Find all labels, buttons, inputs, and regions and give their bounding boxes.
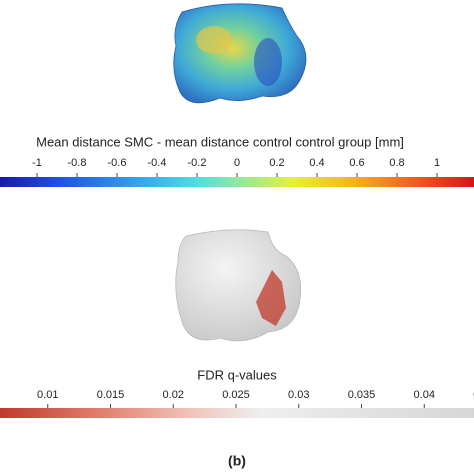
colorbar-title: Mean distance SMC - mean distance contro… [36, 134, 404, 149]
tick-label: 1 [434, 157, 440, 169]
tick-label: -0.6 [108, 157, 127, 169]
tick-label: 0.025 [222, 389, 250, 401]
tick-label: 0.4 [309, 157, 324, 169]
tick-label: -0.8 [68, 157, 87, 169]
tick-label: 0 [234, 157, 240, 169]
tick-label: 0.8 [389, 157, 404, 169]
tick-label: 0.03 [288, 389, 309, 401]
render-bottom [175, 229, 302, 342]
tick-label: 0.2 [269, 157, 284, 169]
tick-label: 0.04 [414, 389, 435, 401]
colorbar-title: FDR q-values [197, 367, 277, 382]
tick-label: 0.015 [97, 389, 125, 401]
colorbar [0, 408, 474, 418]
tick-label: 0.6 [349, 157, 364, 169]
tick-label: 0.01 [37, 389, 58, 401]
tick-label: -1 [32, 157, 42, 169]
caption: (b) [228, 453, 246, 469]
tick-label: 0.02 [163, 389, 184, 401]
tick-label: -0.4 [148, 157, 167, 169]
render-top [173, 3, 307, 104]
tick-label: 0.035 [348, 389, 376, 401]
tick-label: -0.2 [188, 157, 207, 169]
colorbar [0, 177, 474, 187]
